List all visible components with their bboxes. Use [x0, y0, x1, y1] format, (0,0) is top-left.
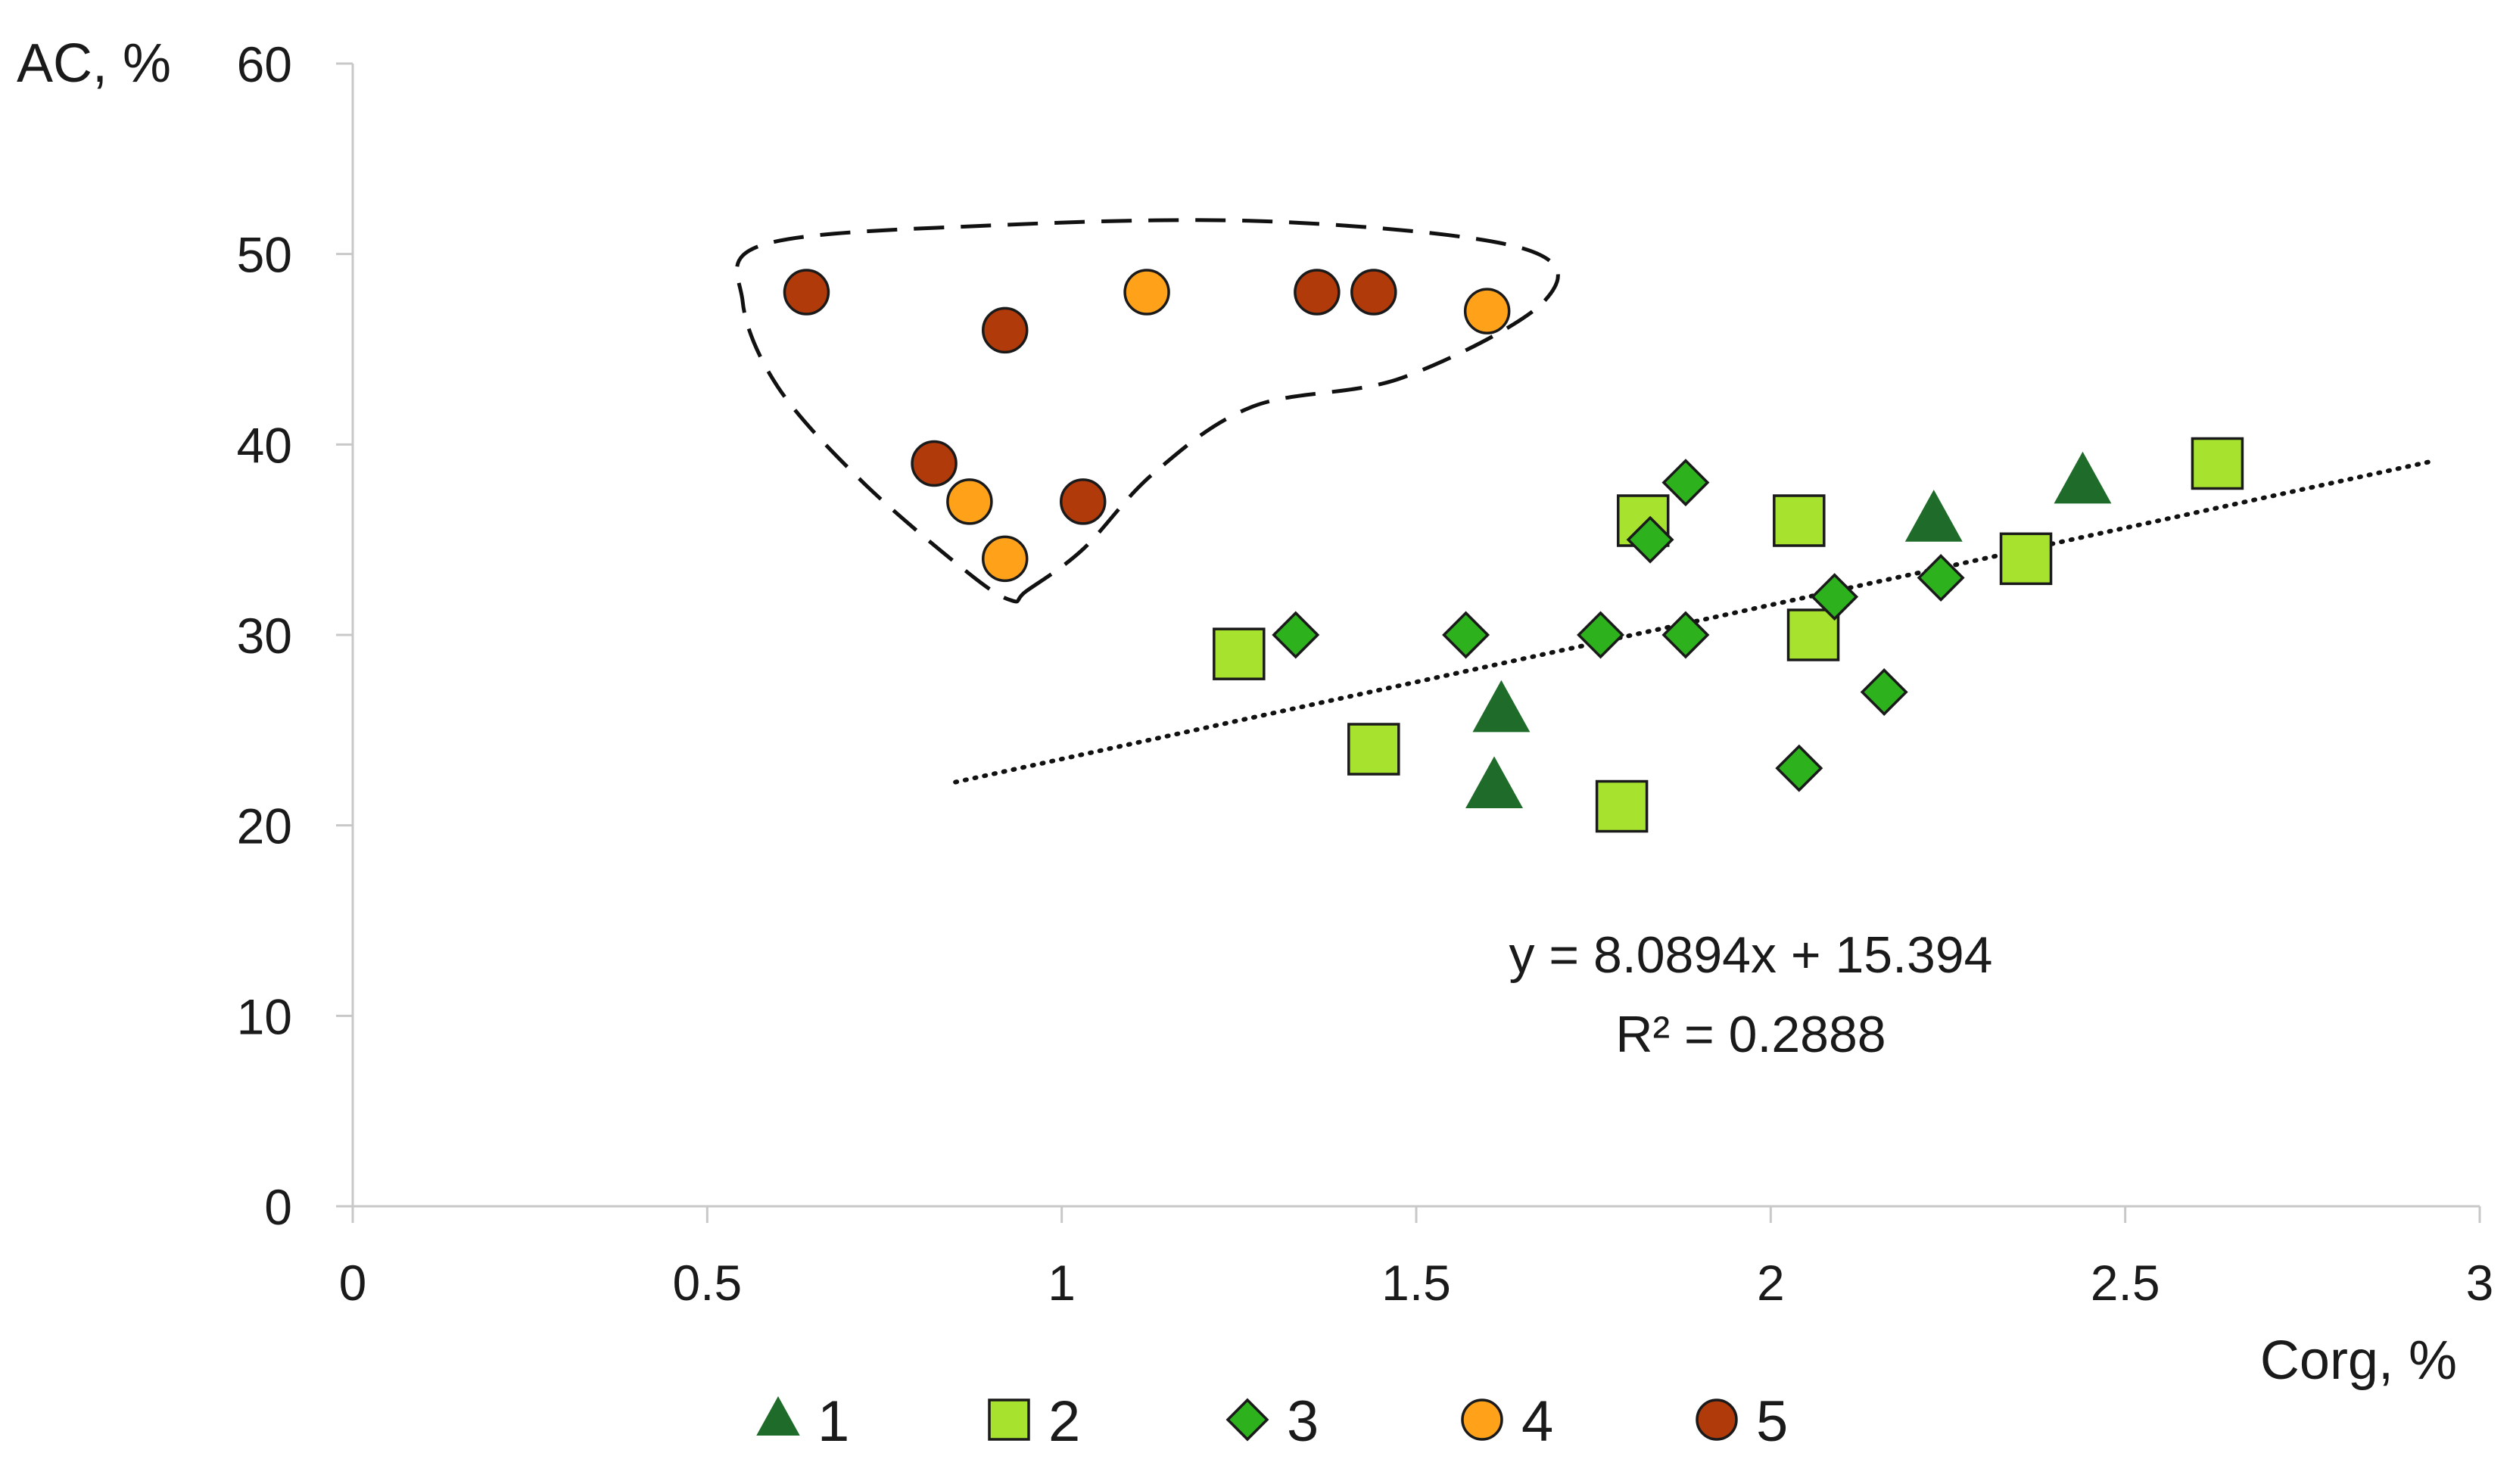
data-point-series-3 — [1775, 744, 1823, 792]
data-point-series-2 — [1786, 608, 1840, 661]
y-tick-label: 0 — [264, 1179, 292, 1235]
x-tick-label: 0 — [339, 1255, 367, 1311]
trendline-layer — [953, 459, 2433, 785]
trendline-r2: R² = 0.2888 — [1615, 1006, 1886, 1063]
trendline — [953, 459, 2433, 785]
data-point-series-3 — [1272, 611, 1320, 659]
data-point-series-4 — [1123, 269, 1170, 316]
trendline-equation: y = 8.0894x + 15.394 — [1509, 926, 1993, 984]
axes-layer — [336, 62, 2481, 1223]
legend-label-2: 2 — [1048, 1389, 1080, 1454]
legend-marker-2 — [988, 1398, 1030, 1441]
legend-item-1: 1 — [756, 1389, 849, 1454]
legend-item-4: 4 — [1461, 1389, 1553, 1454]
y-tick-label: 20 — [237, 798, 292, 854]
legend-item-2: 2 — [988, 1389, 1080, 1454]
x-tick-label: 3 — [2466, 1255, 2494, 1311]
data-point-series-2 — [1213, 627, 1266, 680]
x-tick-label: 0.5 — [672, 1255, 742, 1311]
data-point-series-1 — [1904, 490, 1963, 542]
y-tick-label: 40 — [237, 417, 292, 473]
x-tick-label: 2 — [1757, 1255, 1785, 1311]
legend-label-1: 1 — [817, 1389, 849, 1454]
text-layer: 0 10 20 30 40 50 60 0 0.5 1 1.5 2 2.5 3 AC, % Corg, % y … — [17, 33, 2493, 1391]
data-point-series-3 — [1661, 459, 1710, 507]
data-point-series-5 — [911, 440, 958, 487]
data-point-series-2 — [2191, 437, 2244, 490]
data-point-series-4 — [1463, 288, 1511, 334]
data-point-series-1 — [2054, 451, 2112, 504]
data-point-series-5 — [981, 306, 1029, 354]
data-point-series-3 — [1661, 611, 1710, 659]
data-point-series-5 — [1350, 269, 1397, 316]
legend-marker-5 — [1696, 1398, 1738, 1441]
legend-marker-4 — [1461, 1398, 1503, 1441]
legend-marker-3 — [1225, 1398, 1269, 1442]
y-axis-title: AC, % — [17, 33, 171, 94]
y-tick-label: 10 — [237, 988, 292, 1044]
points-layer — [783, 269, 2244, 833]
data-point-series-5 — [1294, 269, 1341, 316]
data-point-series-4 — [946, 478, 993, 525]
x-tick-label: 1.5 — [1381, 1255, 1451, 1311]
data-point-series-3 — [1860, 668, 1908, 716]
data-point-series-2 — [1999, 532, 2053, 586]
x-tick-label: 1 — [1048, 1255, 1076, 1311]
data-point-series-2 — [1773, 494, 1826, 547]
legend-label-4: 4 — [1521, 1389, 1553, 1454]
x-tick-label: 2.5 — [2091, 1255, 2160, 1311]
y-tick-label: 60 — [237, 36, 292, 92]
y-tick-label: 30 — [237, 608, 292, 664]
data-point-series-3 — [1811, 573, 1859, 621]
data-point-series-5 — [1060, 478, 1107, 525]
y-tick-label: 50 — [237, 227, 292, 283]
data-point-series-2 — [1595, 779, 1649, 833]
data-point-series-2 — [1347, 723, 1400, 776]
annotation-layer — [735, 218, 1560, 604]
data-point-series-3 — [1626, 515, 1674, 564]
legend-label-3: 3 — [1287, 1389, 1319, 1454]
legend-item-5: 5 — [1696, 1389, 1788, 1454]
data-point-series-3 — [1577, 611, 1625, 659]
x-axis-title: Corg, % — [2260, 1330, 2457, 1391]
legend-marker-1 — [756, 1396, 800, 1436]
data-point-series-1 — [1465, 756, 1523, 809]
data-point-series-3 — [1442, 611, 1490, 659]
legend-item-3: 3 — [1225, 1389, 1319, 1454]
data-point-series-3 — [1917, 554, 1965, 602]
legend-label-5: 5 — [1756, 1389, 1788, 1454]
legend: 1 2 3 4 5 — [756, 1389, 1788, 1454]
data-point-series-1 — [1472, 680, 1531, 733]
data-point-series-4 — [981, 535, 1029, 583]
data-point-series-5 — [783, 269, 830, 316]
group-outline-dashed — [735, 218, 1560, 604]
